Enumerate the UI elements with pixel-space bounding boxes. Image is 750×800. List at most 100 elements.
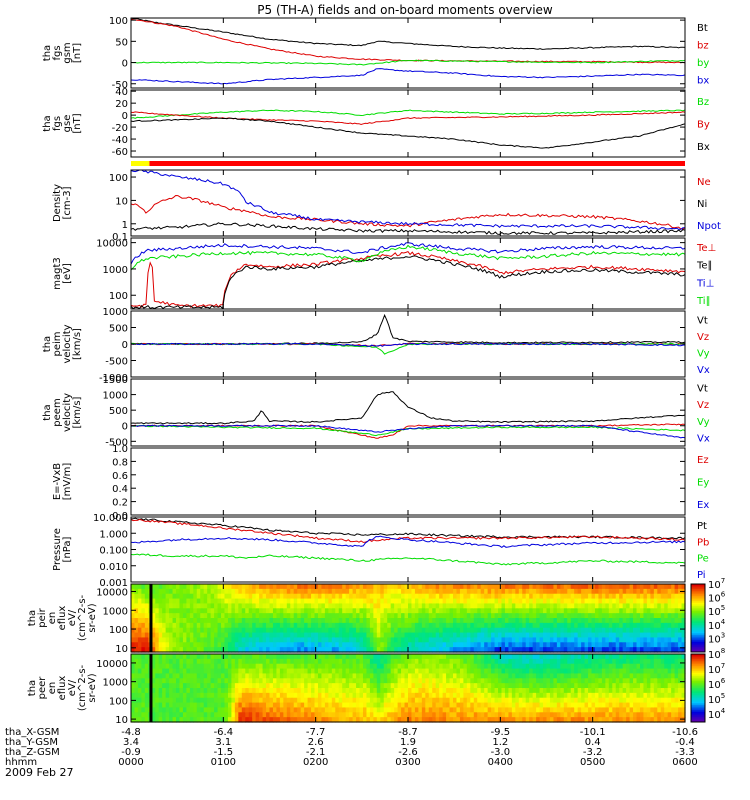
- heatmap-cell: [231, 688, 236, 694]
- heatmap-cell: [221, 622, 226, 629]
- heatmap-cell: [581, 637, 586, 643]
- heatmap-cell: [176, 588, 181, 595]
- heatmap-cell: [352, 642, 357, 648]
- heatmap-cell: [674, 697, 679, 704]
- heatmap-cell: [435, 658, 440, 665]
- heatmap-cell: [543, 593, 548, 600]
- heatmap-cell: [137, 663, 142, 670]
- heatmap-cell: [397, 673, 402, 679]
- heatmap-cell: [401, 647, 406, 653]
- heatmap-cell: [276, 712, 281, 718]
- legend-label: Pt: [697, 521, 707, 532]
- heatmap-cell: [207, 598, 212, 605]
- heatmap-cell: [421, 712, 426, 718]
- heatmap-cell: [193, 637, 198, 643]
- heatmap-cell: [570, 683, 575, 689]
- heatmap-cell: [151, 598, 156, 605]
- heatmap-cell: [449, 688, 454, 694]
- heatmap-cell: [446, 692, 451, 699]
- heatmap-cell: [245, 654, 250, 660]
- heatmap-cell: [321, 678, 326, 684]
- heatmap-cell: [591, 668, 596, 675]
- heatmap-cell: [248, 683, 253, 689]
- heatmap-cell: [439, 668, 444, 675]
- heatmap-cell: [362, 683, 368, 689]
- heatmap-cell: [144, 618, 149, 624]
- heatmap-cell: [660, 584, 665, 590]
- heatmap-cell: [563, 717, 568, 723]
- heatmap-cell: [543, 598, 548, 605]
- heatmap-cell: [324, 593, 329, 600]
- heatmap-cell: [570, 717, 575, 723]
- heatmap-cell: [397, 598, 402, 605]
- heatmap-cell: [567, 637, 572, 643]
- heatmap-cell: [522, 637, 527, 643]
- heatmap-cell: [214, 608, 219, 614]
- heatmap-cell: [414, 608, 419, 614]
- heatmap-cell: [518, 658, 523, 665]
- heatmap-cell: [629, 584, 634, 590]
- heatmap-cell: [342, 627, 347, 634]
- heatmap-cell: [179, 692, 184, 699]
- heatmap-cell: [508, 678, 513, 684]
- heatmap-cell: [151, 702, 156, 709]
- heatmap-cell: [536, 618, 541, 624]
- heatmap-cell: [556, 678, 561, 684]
- heatmap-cell: [269, 654, 274, 660]
- heatmap-cell: [144, 702, 149, 709]
- heatmap-cell: [356, 588, 361, 595]
- heatmap-cell: [626, 647, 631, 653]
- heatmap-cell: [335, 593, 340, 600]
- heatmap-cell: [619, 658, 624, 665]
- heatmap-cell: [300, 608, 305, 614]
- heatmap-cell: [553, 608, 558, 614]
- y-axis-label: [nPa]: [62, 536, 73, 562]
- heatmap-cell: [622, 608, 627, 614]
- heatmap-cell: [439, 707, 444, 713]
- heatmap-cell: [231, 608, 236, 614]
- heatmap-cell: [200, 613, 205, 619]
- heatmap-cell: [193, 622, 198, 629]
- heatmap-cell: [200, 588, 205, 595]
- heatmap-cell: [404, 702, 409, 709]
- heatmap-cell: [459, 642, 464, 648]
- heatmap-cell: [349, 637, 354, 643]
- heatmap-cell: [210, 622, 215, 629]
- heatmap-cell: [266, 608, 271, 614]
- heatmap-cell: [633, 588, 638, 595]
- heatmap-cell: [272, 668, 278, 675]
- heatmap-cell: [311, 618, 316, 624]
- heatmap-cell: [660, 642, 665, 648]
- heatmap-cell: [532, 673, 537, 679]
- heatmap-cell: [601, 647, 606, 653]
- heatmap-cell: [151, 632, 156, 639]
- heatmap-cell: [373, 627, 378, 634]
- heatmap-cell: [165, 697, 170, 704]
- heatmap-cell: [411, 647, 416, 653]
- heatmap-cell: [311, 613, 316, 619]
- heatmap-cell: [539, 692, 544, 699]
- colorbar-tick-exp: 6: [721, 677, 726, 685]
- heatmap-cell: [311, 688, 316, 694]
- heatmap-cell: [480, 622, 485, 629]
- heatmap-cell: [356, 692, 361, 699]
- heatmap-cell: [574, 654, 579, 660]
- heatmap-cell: [189, 673, 194, 679]
- heatmap-cell: [511, 654, 516, 660]
- heatmap-cell: [131, 668, 136, 675]
- heatmap-cell: [376, 647, 381, 653]
- heatmap-cell: [387, 673, 392, 679]
- heatmap-cell: [297, 668, 302, 675]
- heatmap-cell: [584, 692, 589, 699]
- heatmap-cell: [262, 598, 267, 605]
- heatmap-cell: [477, 618, 482, 624]
- heatmap-cell: [356, 654, 361, 660]
- heatmap-cell: [401, 608, 406, 614]
- legend-label: bz: [697, 40, 709, 51]
- heatmap-cell: [259, 663, 264, 670]
- heatmap-cell: [182, 642, 187, 648]
- heatmap-cell: [241, 618, 246, 624]
- heatmap-cell: [518, 654, 523, 660]
- heatmap-cell: [286, 627, 291, 634]
